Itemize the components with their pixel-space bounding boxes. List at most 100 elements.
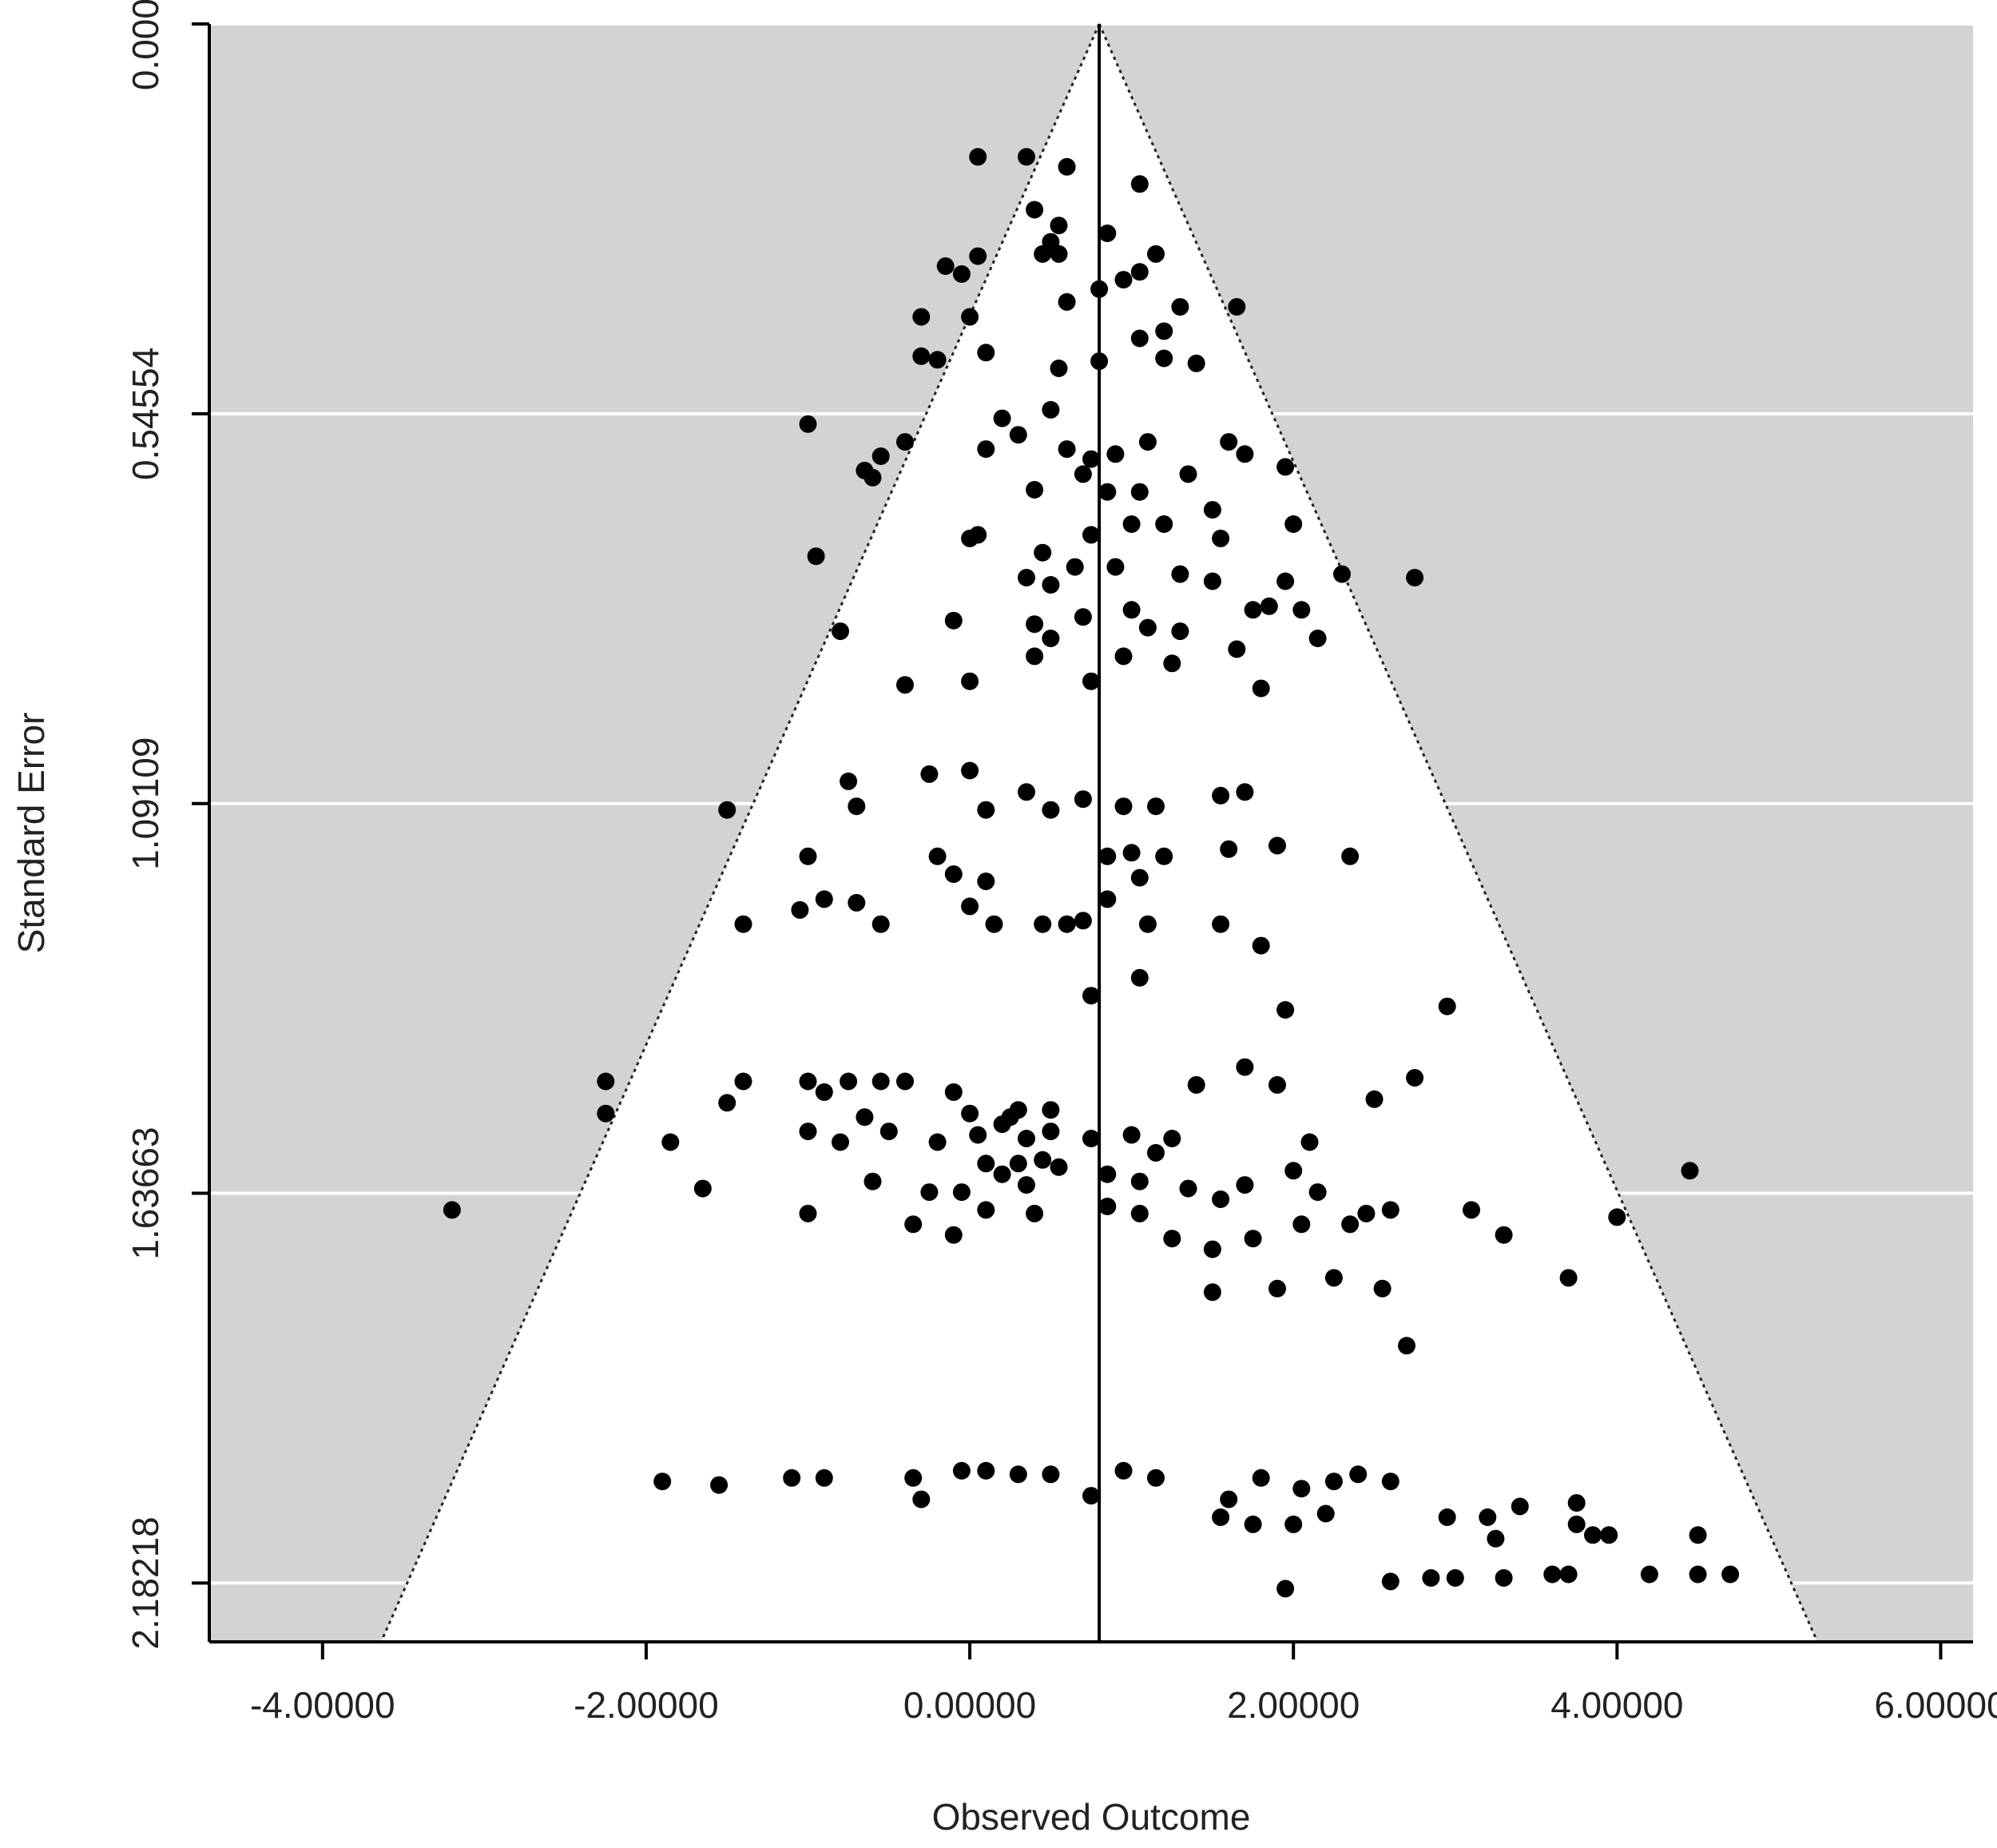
data-point bbox=[1130, 329, 1149, 348]
data-point bbox=[1034, 915, 1052, 933]
data-point bbox=[1130, 483, 1149, 501]
data-point bbox=[1138, 618, 1157, 637]
data-point bbox=[1058, 157, 1076, 176]
data-point bbox=[1082, 1130, 1100, 1147]
data-point bbox=[1034, 244, 1052, 263]
data-point bbox=[1074, 912, 1092, 930]
data-point bbox=[856, 1108, 874, 1127]
data-point bbox=[944, 1083, 963, 1101]
y-tick-label: 0.00000 bbox=[125, 0, 166, 90]
data-point bbox=[1130, 175, 1149, 193]
data-point bbox=[1147, 1143, 1165, 1162]
data-point bbox=[1130, 1172, 1149, 1190]
data-point bbox=[969, 247, 987, 265]
data-point bbox=[904, 1215, 923, 1234]
data-point bbox=[1009, 426, 1027, 444]
data-point bbox=[1260, 597, 1278, 615]
data-point bbox=[1106, 558, 1125, 576]
data-point bbox=[1292, 1480, 1311, 1498]
data-point bbox=[1082, 672, 1100, 690]
data-point bbox=[1567, 1494, 1586, 1512]
data-point bbox=[1244, 1515, 1262, 1533]
data-point bbox=[1090, 280, 1109, 298]
data-point bbox=[1203, 1240, 1221, 1258]
data-point bbox=[734, 915, 752, 933]
data-point bbox=[961, 761, 979, 780]
data-point bbox=[1114, 647, 1133, 666]
data-point bbox=[1098, 890, 1117, 908]
data-point bbox=[1018, 148, 1035, 166]
data-point bbox=[1308, 630, 1327, 647]
data-point bbox=[718, 801, 736, 819]
data-point bbox=[1026, 481, 1044, 499]
data-point bbox=[1009, 1155, 1027, 1173]
data-point bbox=[840, 1072, 858, 1091]
data-point bbox=[1276, 572, 1295, 590]
data-point bbox=[1058, 292, 1076, 311]
data-point bbox=[904, 1468, 923, 1487]
data-point bbox=[977, 1155, 995, 1173]
data-point bbox=[1042, 801, 1060, 819]
data-point bbox=[1292, 601, 1311, 619]
data-point bbox=[1446, 1569, 1464, 1587]
data-point bbox=[977, 344, 995, 362]
data-point bbox=[1438, 997, 1456, 1015]
data-point bbox=[1066, 558, 1084, 576]
data-point bbox=[1292, 1215, 1311, 1234]
x-tick-label: 4.00000 bbox=[1550, 1684, 1683, 1726]
data-point bbox=[1681, 1162, 1699, 1180]
data-point bbox=[1236, 1176, 1254, 1194]
data-point bbox=[896, 1072, 914, 1091]
y-tick-label: 2.18218 bbox=[125, 1516, 166, 1649]
data-point bbox=[807, 547, 825, 566]
data-point bbox=[912, 1490, 931, 1508]
data-point bbox=[1026, 647, 1044, 666]
x-tick-label: 0.00000 bbox=[903, 1684, 1036, 1726]
data-point bbox=[1122, 844, 1141, 862]
y-tick-label: 1.09109 bbox=[125, 737, 166, 870]
data-point bbox=[1721, 1565, 1740, 1584]
data-point bbox=[1018, 783, 1035, 801]
data-point bbox=[1203, 572, 1221, 590]
data-point bbox=[1171, 298, 1189, 316]
data-point bbox=[1406, 569, 1424, 586]
x-tick-label: 6.00000 bbox=[1874, 1684, 1997, 1726]
data-point bbox=[1203, 501, 1221, 519]
data-point bbox=[1487, 1529, 1505, 1548]
data-point bbox=[1381, 1572, 1399, 1591]
data-point bbox=[1163, 1130, 1181, 1147]
data-point bbox=[1074, 790, 1092, 809]
data-point bbox=[443, 1201, 461, 1219]
data-point bbox=[969, 148, 987, 166]
data-point bbox=[1098, 1165, 1117, 1183]
data-point bbox=[1479, 1508, 1497, 1526]
data-point bbox=[1341, 1215, 1360, 1234]
data-point bbox=[1114, 1461, 1133, 1480]
data-point bbox=[1381, 1201, 1399, 1219]
data-point bbox=[896, 676, 914, 694]
data-point bbox=[1098, 847, 1117, 865]
data-point bbox=[1050, 244, 1068, 263]
data-point bbox=[1147, 797, 1165, 816]
data-point bbox=[1212, 529, 1230, 547]
data-point bbox=[928, 351, 947, 369]
data-point bbox=[871, 915, 890, 933]
data-point bbox=[783, 1468, 801, 1487]
data-point bbox=[1187, 1075, 1205, 1094]
data-point bbox=[799, 1123, 817, 1141]
data-point bbox=[952, 1461, 971, 1480]
data-point bbox=[1009, 1465, 1027, 1484]
data-point bbox=[799, 415, 817, 433]
data-point bbox=[1138, 433, 1157, 451]
y-axis-title: Standard Error bbox=[10, 713, 52, 954]
data-point bbox=[718, 1094, 736, 1112]
data-point bbox=[799, 1204, 817, 1222]
data-point bbox=[597, 1072, 615, 1091]
data-point bbox=[1600, 1526, 1618, 1544]
data-point bbox=[1252, 1468, 1270, 1487]
data-point bbox=[597, 1104, 615, 1123]
data-point bbox=[1090, 352, 1109, 371]
data-point bbox=[969, 1126, 987, 1144]
data-point bbox=[1236, 783, 1254, 801]
